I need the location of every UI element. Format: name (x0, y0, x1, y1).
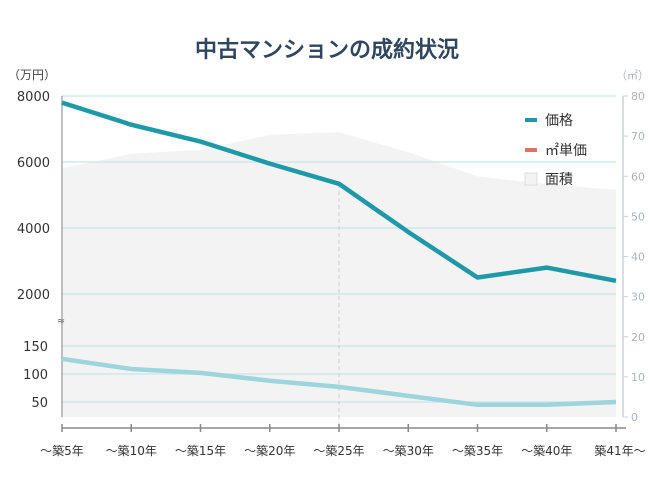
x-tick-label: 〜築30年 (383, 443, 434, 458)
legend-label: 価格 (545, 113, 573, 129)
axis-break-icon: ≈ (57, 316, 65, 327)
legend-swatch (524, 172, 538, 186)
line-series-価格 (61, 100, 617, 284)
x-tick-label: 〜築40年 (521, 443, 572, 458)
area-tick-label: 10 (631, 371, 645, 384)
right-unit-label: （㎡） (616, 69, 649, 82)
unit-price-tick-label: 50 (31, 396, 48, 411)
area-tick-label: 0 (631, 411, 638, 424)
area-tick-label: 80 (631, 90, 645, 103)
area-tick-label: 60 (631, 170, 645, 183)
unit-price-tick-label: 100 (23, 368, 48, 383)
left-unit-label: （万円） (8, 68, 56, 82)
legend-label: ㎡単価 (545, 143, 587, 159)
price-tick-label: 4000 (17, 222, 50, 237)
area-tick-label: 30 (631, 291, 645, 304)
chart-title: 中古マンションの成約状況 (194, 38, 459, 63)
price-tick-label: 2000 (17, 288, 50, 303)
x-tick-label: 〜築20年 (244, 443, 295, 458)
legend-swatch (525, 148, 537, 152)
legend-swatch (525, 118, 537, 122)
area-tick-label: 40 (631, 251, 645, 264)
x-tick-label: 〜築15年 (175, 443, 226, 458)
x-tick-label: 〜築35年 (452, 443, 503, 458)
area-tick-label: 20 (631, 331, 645, 344)
area-tick-label: 70 (631, 130, 645, 143)
x-tick-label: 築41年〜 (594, 443, 645, 458)
legend-label: 面積 (545, 172, 573, 188)
x-tick-label: 〜築10年 (106, 443, 157, 458)
unit-price-tick-label: 150 (23, 340, 48, 355)
x-tick-label: 〜築25年 (313, 443, 364, 458)
line-series-㎡単価 (61, 356, 617, 408)
area-tick-label: 50 (631, 210, 645, 223)
price-tick-label: 8000 (17, 90, 50, 105)
price-tick-label: 6000 (17, 156, 50, 171)
x-tick-label: 〜築5年 (40, 443, 84, 458)
